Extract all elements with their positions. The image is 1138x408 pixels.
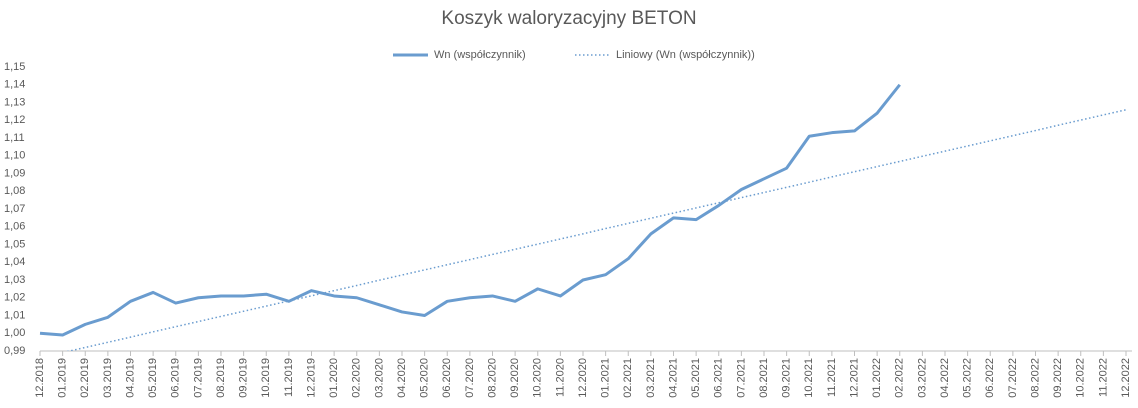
x-tick-label: 07.2021 xyxy=(735,358,747,398)
x-tick-label: 11.2019 xyxy=(283,358,295,397)
series-line xyxy=(66,109,1127,351)
x-tick-label: 02.2022 xyxy=(894,358,906,398)
x-tick-label: 05.2022 xyxy=(962,358,974,398)
legend-label: Liniowy (Wn (współczynnik)) xyxy=(616,49,755,61)
x-tick-label: 10.2022 xyxy=(1075,358,1087,398)
x-tick-label: 11.2020 xyxy=(554,358,566,397)
x-tick-label: 07.2020 xyxy=(464,358,476,398)
x-tick-label: 03.2022 xyxy=(916,358,928,398)
x-tick-label: 03.2021 xyxy=(645,358,657,398)
y-tick-label: 1,00 xyxy=(4,327,25,339)
x-tick-label: 12.2019 xyxy=(305,358,317,398)
x-tick-label: 09.2021 xyxy=(781,358,793,398)
x-tick-label: 06.2021 xyxy=(713,358,725,398)
y-tick-label: 1,11 xyxy=(4,132,25,144)
x-tick-label: 12.2022 xyxy=(1120,358,1132,398)
x-tick-label: 10.2019 xyxy=(260,358,272,398)
series-line xyxy=(39,83,901,337)
y-tick-label: 1,06 xyxy=(4,221,25,233)
y-tick-label: 1,04 xyxy=(4,256,25,268)
chart-title: Koszyk waloryzacyjny BETON xyxy=(441,8,696,29)
x-tick-label: 07.2019 xyxy=(192,358,204,398)
x-tick-label: 01.2019 xyxy=(57,358,69,398)
x-tick-label: 05.2021 xyxy=(690,358,702,398)
x-tick-label: 02.2019 xyxy=(79,358,91,398)
x-tick-label: 05.2020 xyxy=(419,358,431,398)
x-tick-label: 12.2021 xyxy=(848,358,860,398)
x-tick-label: 07.2022 xyxy=(1007,358,1019,398)
x-tick-label: 04.2020 xyxy=(396,358,408,398)
x-tick-label: 03.2020 xyxy=(373,358,385,398)
y-tick-label: 1,14 xyxy=(4,79,25,91)
x-tick-label: 04.2021 xyxy=(667,358,679,398)
y-tick-label: 1,05 xyxy=(4,238,25,250)
y-tick-label: 1,08 xyxy=(4,185,25,197)
y-tick-label: 1,10 xyxy=(4,150,25,162)
x-tick-label: 10.2021 xyxy=(803,358,815,398)
x-tick-label: 04.2019 xyxy=(124,358,136,398)
x-tick-label: 09.2022 xyxy=(1052,358,1064,398)
y-tick-label: 1,02 xyxy=(4,292,25,304)
x-tick-label: 05.2019 xyxy=(147,358,159,398)
x-tick-label: 11.2022 xyxy=(1097,358,1109,397)
x-tick-label: 03.2019 xyxy=(102,358,114,398)
x-tick-label: 08.2021 xyxy=(758,358,770,398)
x-tick-label: 06.2022 xyxy=(984,358,996,398)
y-tick-label: 1,13 xyxy=(4,96,25,108)
x-tick-label: 08.2019 xyxy=(215,358,227,398)
legend-label: Wn (współczynnik) xyxy=(434,49,526,61)
x-tick-label: 10.2020 xyxy=(532,358,544,398)
y-tick-label: 1,12 xyxy=(4,114,25,126)
x-tick-label: 06.2019 xyxy=(170,358,182,398)
y-tick-label: 1,01 xyxy=(4,309,25,321)
x-tick-label: 08.2020 xyxy=(486,358,498,398)
x-tick-label: 09.2019 xyxy=(238,358,250,398)
y-tick-label: 1,03 xyxy=(4,274,25,286)
x-tick-label: 12.2018 xyxy=(34,358,46,398)
x-tick-label: 01.2022 xyxy=(871,358,883,398)
y-tick-label: 1,15 xyxy=(4,61,25,73)
x-tick-label: 06.2020 xyxy=(441,358,453,398)
x-tick-label: 02.2021 xyxy=(622,358,634,398)
y-tick-label: 0,99 xyxy=(4,345,25,357)
x-tick-label: 09.2020 xyxy=(509,358,521,398)
x-tick-label: 01.2020 xyxy=(328,358,340,398)
x-tick-label: 08.2022 xyxy=(1029,358,1041,398)
x-tick-label: 11.2021 xyxy=(826,358,838,397)
x-tick-label: 12.2020 xyxy=(577,358,589,398)
x-tick-label: 02.2020 xyxy=(351,358,363,398)
x-tick-label: 01.2021 xyxy=(600,358,612,398)
y-tick-label: 1,09 xyxy=(4,167,25,179)
y-tick-label: 1,07 xyxy=(4,203,25,215)
x-tick-label: 04.2022 xyxy=(939,358,951,398)
